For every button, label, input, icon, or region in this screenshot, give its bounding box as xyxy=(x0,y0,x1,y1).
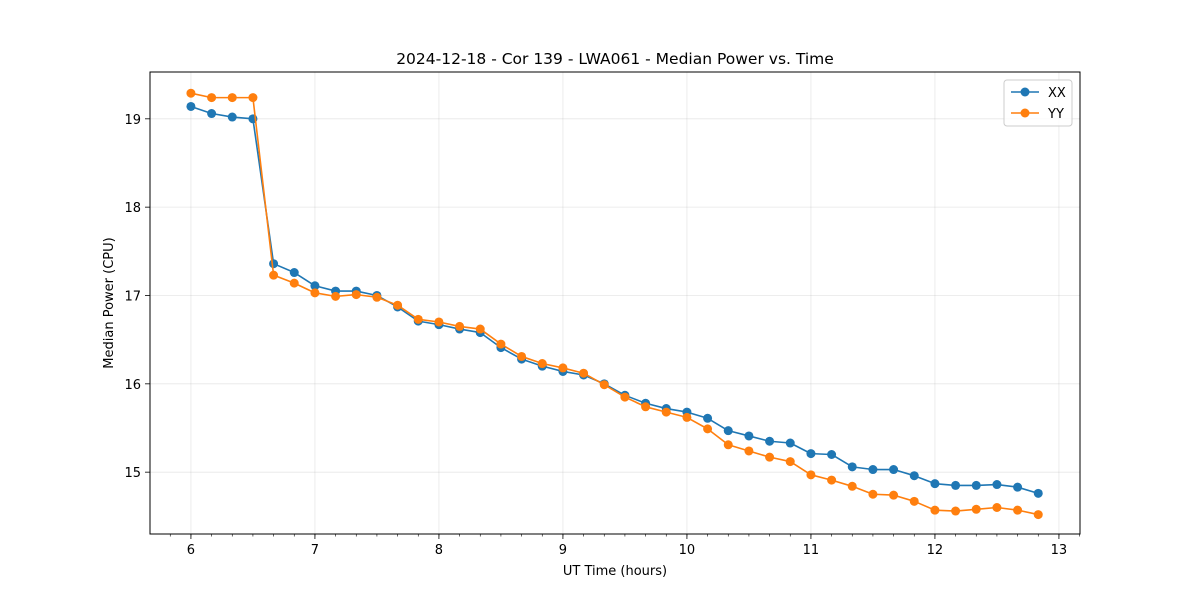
legend-item-xx: XX xyxy=(1011,86,1066,101)
legend-label: YY xyxy=(1047,107,1064,122)
data-point-yy xyxy=(661,407,671,417)
data-point-yy xyxy=(744,446,754,456)
data-point-yy xyxy=(558,363,568,373)
legend-label: XX xyxy=(1048,86,1066,101)
data-point-yy xyxy=(682,412,692,422)
data-point-yy xyxy=(248,93,258,103)
x-tick-label: 7 xyxy=(311,543,319,558)
x-tick-label: 6 xyxy=(187,543,195,558)
data-point-xx xyxy=(1033,488,1043,498)
legend-item-yy: YY xyxy=(1011,107,1064,122)
data-point-yy xyxy=(930,505,940,515)
x-axis-label: UT Time (hours) xyxy=(563,564,667,579)
legend-marker xyxy=(1020,108,1030,118)
data-point-yy xyxy=(475,324,485,334)
legend: XX YY xyxy=(1003,79,1073,127)
data-point-xx xyxy=(827,449,837,459)
y-tick-label: 17 xyxy=(124,289,141,304)
data-point-yy xyxy=(434,317,444,327)
y-axis: 15 16 17 18 19 xyxy=(124,113,150,481)
data-point-yy xyxy=(599,380,609,390)
data-point-yy xyxy=(351,290,361,300)
data-point-xx xyxy=(785,438,795,448)
data-point-xx xyxy=(186,101,196,111)
data-point-xx xyxy=(744,431,754,441)
data-point-yy xyxy=(847,481,857,491)
data-point-yy xyxy=(331,291,341,301)
data-point-yy xyxy=(992,502,1002,512)
data-point-xx xyxy=(269,259,279,269)
data-point-xx xyxy=(992,480,1002,490)
data-point-xx xyxy=(723,426,733,436)
data-point-yy xyxy=(620,392,630,402)
data-point-yy xyxy=(310,288,320,298)
data-point-yy xyxy=(537,359,547,369)
data-point-yy xyxy=(413,314,423,324)
data-point-xx xyxy=(971,480,981,490)
chart-title: 2024-12-18 - Cor 139 - LWA061 - Median P… xyxy=(396,50,834,68)
data-point-xx xyxy=(289,268,299,278)
data-point-yy xyxy=(868,489,878,499)
data-point-yy xyxy=(909,496,919,506)
series-layer xyxy=(186,88,1043,520)
data-point-xx xyxy=(909,471,919,481)
x-tick-label: 12 xyxy=(927,543,944,558)
series-yy xyxy=(186,88,1043,520)
data-point-yy xyxy=(579,368,589,378)
data-point-yy xyxy=(971,504,981,514)
data-point-xx xyxy=(806,449,816,459)
data-point-xx xyxy=(207,109,217,119)
data-point-yy xyxy=(496,339,506,349)
data-point-yy xyxy=(289,278,299,288)
data-point-yy xyxy=(372,292,382,302)
data-point-xx xyxy=(951,480,961,490)
y-axis-label: Median Power (CPU) xyxy=(102,237,117,368)
data-point-yy xyxy=(703,424,713,434)
data-point-yy xyxy=(785,457,795,467)
data-point-xx xyxy=(889,465,899,475)
x-tick-label: 11 xyxy=(803,543,820,558)
data-point-yy xyxy=(765,452,775,462)
data-point-yy xyxy=(827,475,837,485)
data-point-xx xyxy=(930,479,940,489)
data-point-yy xyxy=(269,270,279,280)
data-point-yy xyxy=(517,351,527,361)
data-point-xx xyxy=(847,462,857,472)
data-point-xx xyxy=(765,436,775,446)
legend-marker xyxy=(1020,87,1030,97)
data-point-yy xyxy=(186,88,196,98)
x-tick-label: 9 xyxy=(559,543,567,558)
data-point-yy xyxy=(227,93,237,103)
y-tick-label: 15 xyxy=(124,466,141,481)
data-point-yy xyxy=(806,470,816,480)
data-point-xx xyxy=(868,465,878,475)
data-point-xx xyxy=(227,112,237,122)
data-point-yy xyxy=(1033,510,1043,520)
data-point-yy xyxy=(455,321,465,331)
data-point-xx xyxy=(703,413,713,423)
data-point-yy xyxy=(723,440,733,450)
data-point-yy xyxy=(951,506,961,516)
data-point-xx xyxy=(310,281,320,291)
x-axis: 6 7 8 9 10 11 12 13 xyxy=(169,534,1080,558)
data-point-yy xyxy=(393,300,403,310)
plot-frame xyxy=(149,71,1081,535)
y-tick-label: 16 xyxy=(124,378,141,393)
data-point-yy xyxy=(207,93,217,103)
x-tick-label: 10 xyxy=(679,543,696,558)
data-point-yy xyxy=(641,402,651,412)
data-point-xx xyxy=(1013,482,1023,492)
data-point-yy xyxy=(889,490,899,500)
y-tick-label: 19 xyxy=(124,113,141,128)
y-tick-label: 18 xyxy=(124,201,141,216)
data-point-yy xyxy=(1013,505,1023,515)
x-tick-label: 8 xyxy=(435,543,443,558)
grid xyxy=(150,72,1080,534)
x-tick-label: 13 xyxy=(1051,543,1068,558)
